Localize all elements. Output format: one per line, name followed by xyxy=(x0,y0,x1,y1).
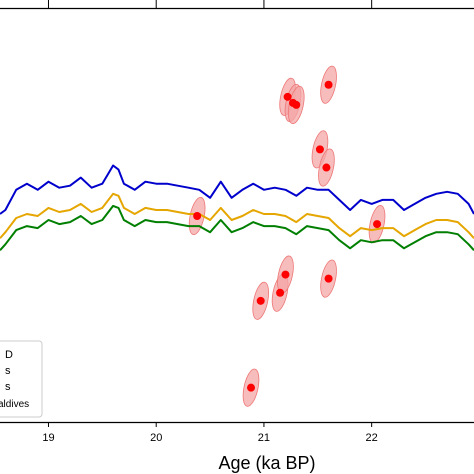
data-point xyxy=(281,270,290,279)
x-axis-title: Age (ka BP) xyxy=(218,453,315,473)
legend-entry: aldives xyxy=(0,399,29,410)
series-line-2 xyxy=(0,192,474,239)
data-point xyxy=(256,296,265,305)
legend: D s s aldives xyxy=(0,340,43,418)
series-lines xyxy=(0,164,474,251)
data-point xyxy=(322,163,331,172)
data-point xyxy=(292,100,301,109)
series-line-3 xyxy=(0,204,474,251)
data-point xyxy=(276,288,285,297)
axes xyxy=(0,7,474,424)
x-tick-label: 22 xyxy=(366,432,378,444)
x-tick-label: 20 xyxy=(150,432,162,444)
legend-entry: s xyxy=(5,365,11,377)
data-points xyxy=(193,80,382,392)
error-ellipses xyxy=(188,65,386,407)
x-tick-label: 19 xyxy=(42,432,54,444)
data-point xyxy=(315,145,324,154)
data-point xyxy=(247,383,256,392)
legend-box xyxy=(0,340,43,418)
data-point xyxy=(373,220,382,229)
data-point xyxy=(324,274,333,283)
legend-entry: s xyxy=(5,381,11,393)
x-tick-label: 21 xyxy=(258,432,270,444)
x-ticks: 19 20 21 22 xyxy=(42,0,378,444)
data-point xyxy=(283,92,292,101)
series-line-1 xyxy=(0,164,474,215)
data-point xyxy=(324,80,333,89)
data-point xyxy=(193,212,202,221)
legend-entry: D xyxy=(5,349,13,361)
